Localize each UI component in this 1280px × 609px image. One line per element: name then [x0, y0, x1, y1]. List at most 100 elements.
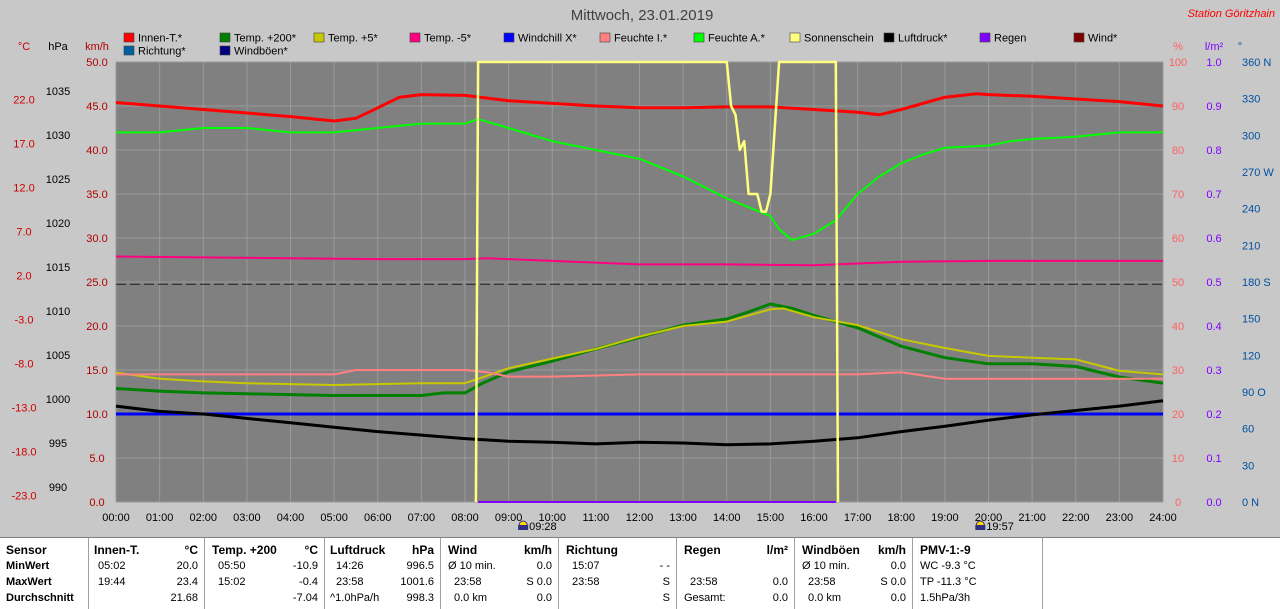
axis-tick-wind: 10.0 [86, 409, 107, 421]
axis-unit-wind: km/h [85, 41, 109, 53]
axis-tick-pressure: 1005 [46, 350, 70, 362]
axis-tick-rain: 0.1 [1206, 453, 1221, 465]
row-label-min: MinWert [6, 558, 49, 574]
axis-unit-humidity: % [1173, 41, 1183, 53]
temp200-max-value: -0.4 [299, 574, 318, 590]
luftdruck-max-value: 1001.6 [400, 574, 434, 590]
axis-tick-wind: 5.0 [89, 453, 104, 465]
x-tick: 21:00 [1018, 512, 1046, 524]
legend-swatch [410, 33, 420, 42]
x-tick: 14:00 [713, 512, 741, 524]
innen-min-value: 20.0 [177, 558, 198, 574]
axis-tick-pressure: 1015 [46, 262, 70, 274]
stats-table: Sensor MinWert MaxWert Durchschnitt Inne… [0, 537, 1280, 609]
stats-richtung: Richtung 15:07- - 23:58 S S [566, 538, 674, 609]
regen-header: Regen [684, 542, 721, 558]
legend-swatch [980, 33, 990, 42]
regen-total-value: 0.0 [773, 590, 788, 606]
x-tick: 18:00 [887, 512, 915, 524]
legend-swatch [124, 46, 134, 55]
axis-tick-rain: 0.0 [1206, 497, 1221, 509]
innen-unit: °C [185, 542, 198, 558]
windboeen-avg-label: Ø 10 min. [802, 558, 850, 574]
x-tick: 02:00 [189, 512, 217, 524]
luftdruck-unit: hPa [412, 542, 434, 558]
annotation-label: 09:28 [529, 521, 557, 530]
station-label: Station Göritzhain [1188, 8, 1275, 20]
legend-label: Windböen* [234, 46, 289, 58]
axis-tick-temp: -13.0 [11, 403, 36, 415]
luftdruck-avg-value: 998.3 [406, 590, 434, 606]
x-tick: 04:00 [277, 512, 305, 524]
x-tick: 17:00 [844, 512, 872, 524]
axis-tick-humidity: 10 [1172, 453, 1184, 465]
legend-label: Temp. +200* [234, 33, 297, 45]
axis-unit-temp: °C [18, 41, 30, 53]
luftdruck-trend: ^1.0hPa/h [330, 590, 379, 606]
x-tick: 01:00 [146, 512, 174, 524]
luftdruck-max-time: 23:58 [336, 574, 364, 590]
axis-tick-temp: 22.0 [13, 95, 34, 107]
axis-unit-pressure: hPa [48, 41, 68, 53]
regen-max-time: 23:58 [690, 574, 718, 590]
axis-tick-direction: 210 [1242, 240, 1260, 252]
row-label-avg: Durchschnitt [6, 590, 74, 606]
axis-tick-direction: 270 W [1242, 167, 1274, 179]
stats-luftdruck: Luftdruck hPa 14:26 996.5 23:58 1001.6 ^1.0… [330, 538, 438, 609]
axis-tick-rain: 0.3 [1206, 365, 1221, 377]
luftdruck-header: Luftdruck [330, 542, 385, 558]
axis-tick-wind: 20.0 [86, 321, 107, 333]
temp200-min-time: 05:50 [218, 558, 246, 574]
x-tick: 09:00 [495, 512, 523, 524]
axis-tick-temp: -3.0 [15, 315, 34, 327]
axis-tick-temp: 12.0 [13, 183, 34, 195]
axis-tick-pressure: 1030 [46, 130, 70, 142]
axis-tick-rain: 0.9 [1206, 101, 1221, 113]
axis-tick-humidity: 20 [1172, 409, 1184, 421]
innen-header: Innen-T. [94, 542, 139, 558]
axis-tick-pressure: 1000 [46, 394, 70, 406]
sunset-icon [975, 521, 985, 530]
x-tick: 08:00 [451, 512, 479, 524]
legend-label: Sonnenschein [804, 33, 874, 45]
richtung-avg-value: S [663, 590, 670, 606]
richtung-max-value: S [663, 574, 670, 590]
richtung-max-time: 23:58 [572, 574, 600, 590]
axis-tick-direction: 0 N [1242, 497, 1259, 509]
pmv-dewpoint: TP -11.3 °C [920, 574, 977, 590]
regen-max-value: 0.0 [773, 574, 788, 590]
x-tick: 19:00 [931, 512, 959, 524]
legend-label: Feuchte A.* [708, 33, 766, 45]
x-tick: 23:00 [1106, 512, 1134, 524]
axis-tick-temp: -8.0 [15, 359, 34, 371]
windboeen-max-value: S 0.0 [880, 574, 906, 590]
pmv-windchill: WC -9.3 °C [920, 558, 976, 574]
separator [1042, 538, 1043, 609]
axis-tick-rain: 1.0 [1206, 57, 1221, 69]
legend-label: Regen [994, 33, 1026, 45]
axis-tick-wind: 30.0 [86, 233, 107, 245]
legend-swatch [790, 33, 800, 42]
axis-tick-direction: 30 [1242, 460, 1254, 472]
axis-tick-humidity: 0 [1175, 497, 1181, 509]
axis-tick-rain: 0.5 [1206, 277, 1221, 289]
axis-tick-humidity: 60 [1172, 233, 1184, 245]
x-tick: 15:00 [757, 512, 785, 524]
windboeen-avg-value: 0.0 [891, 558, 906, 574]
temp200-max-time: 15:02 [218, 574, 246, 590]
temp200-avg-value: -7.04 [293, 590, 318, 606]
legend-swatch [504, 33, 514, 42]
legend-label: Innen-T.* [138, 33, 183, 45]
separator [88, 538, 89, 609]
legend-swatch [694, 33, 704, 42]
separator [558, 538, 559, 609]
richtung-min-time: 15:07 [572, 558, 600, 574]
legend-swatch [600, 33, 610, 42]
axis-tick-pressure: 1010 [46, 306, 70, 318]
axis-tick-humidity: 40 [1172, 321, 1184, 333]
legend-swatch [220, 46, 230, 55]
axis-tick-rain: 0.6 [1206, 233, 1221, 245]
legend-label: Windchill X* [518, 33, 577, 45]
windboeen-max-time: 23:58 [808, 574, 836, 590]
richtung-min-value: - - [660, 558, 670, 574]
